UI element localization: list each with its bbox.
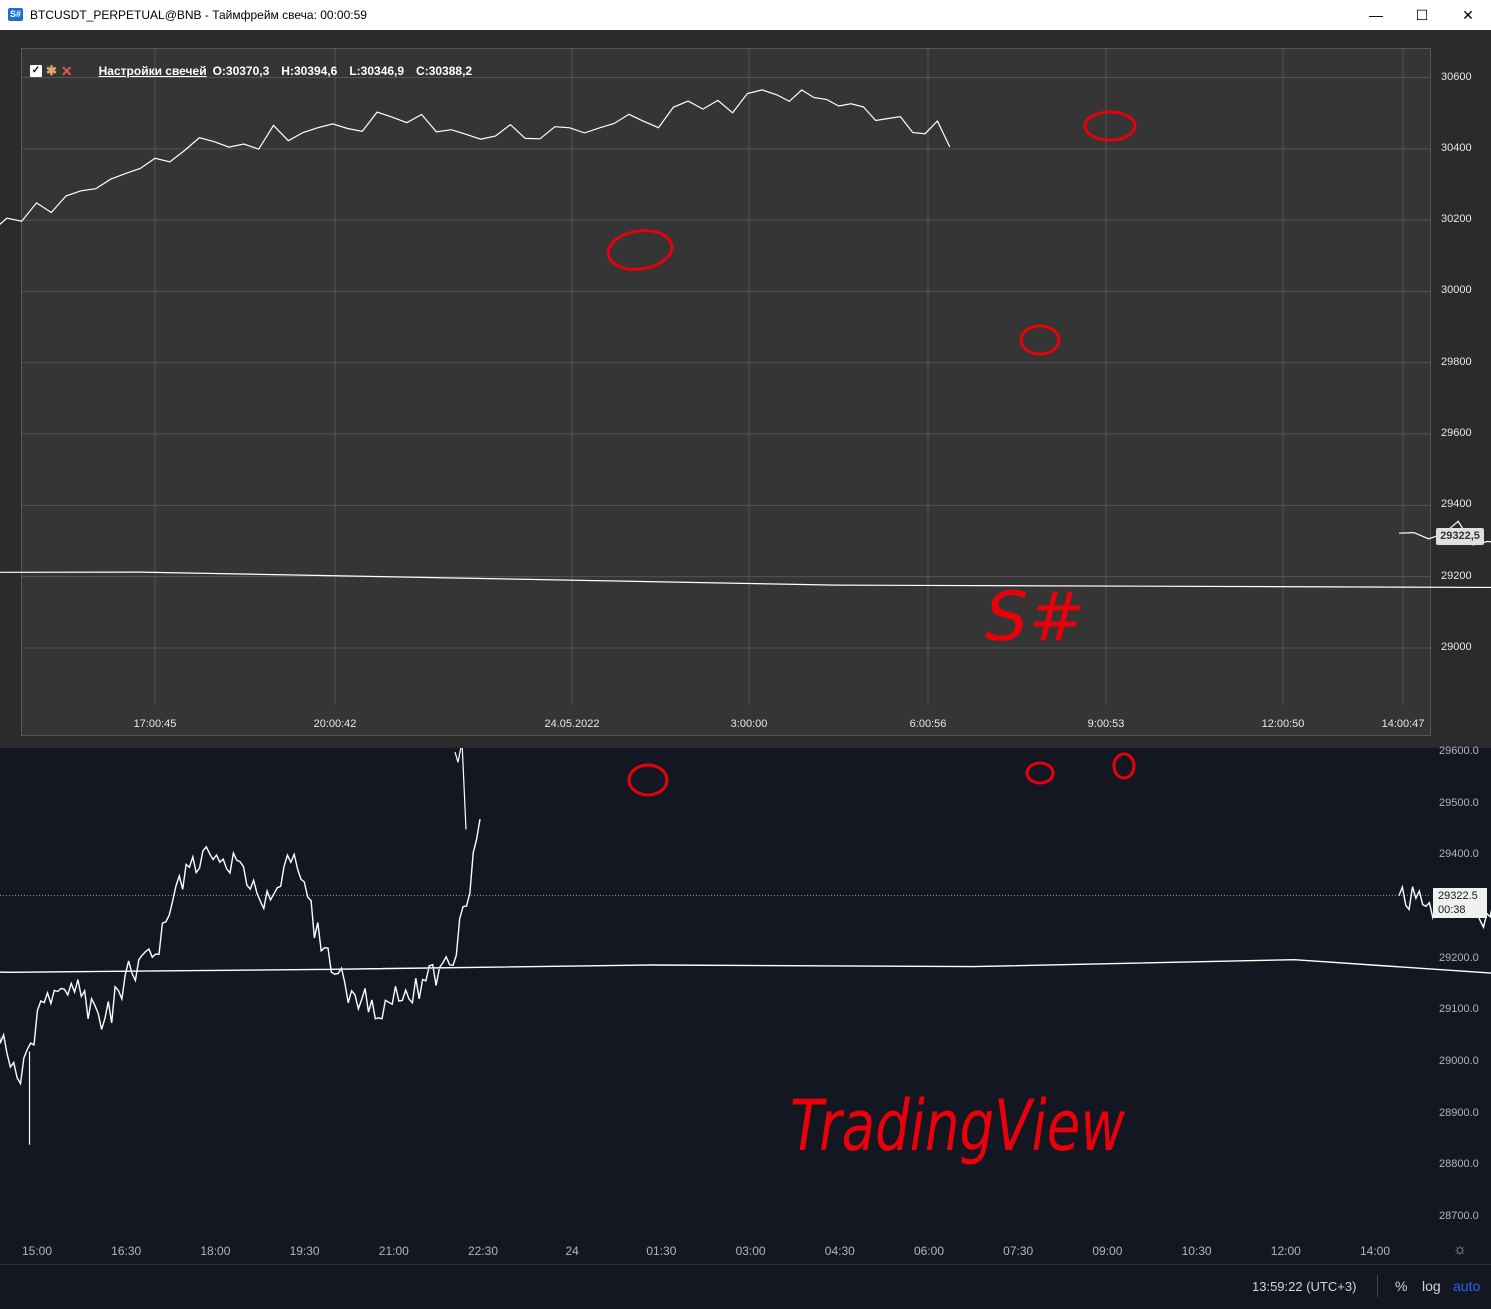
tv-x-tick-label: 15:00 — [21, 1244, 53, 1258]
sharp-y-tick-label: 29400 — [1441, 498, 1472, 511]
tv-x-tick-label: 03:00 — [735, 1244, 766, 1258]
tradingview-pane[interactable] — [0, 748, 1491, 1308]
ohlc-high: H:30394,6 — [281, 64, 338, 78]
tv-clock[interactable]: 13:59:22 (UTC+3) — [1252, 1279, 1357, 1294]
tv-x-tick-label: 10:30 — [1181, 1244, 1212, 1258]
app-logo-icon: S# — [8, 8, 23, 21]
tv-last-price: 29322.5 — [1438, 890, 1478, 902]
sharp-last-price-label: 29322,5 — [1436, 528, 1484, 545]
close-window-button[interactable]: ✕ — [1462, 6, 1474, 23]
candle-legend: ✓ ✱ ✕ Настройки свечей O:30370,3 H:30394… — [30, 62, 480, 80]
tv-footer-bar: 13:59:22 (UTC+3) % log auto — [0, 1264, 1491, 1309]
tv-x-tick-label: 24 — [565, 1244, 579, 1258]
sharp-x-tick-label: 12:00:50 — [1261, 718, 1305, 730]
auto-scale-toggle[interactable]: auto — [1453, 1278, 1481, 1294]
tv-y-tick-label: 29500.0 — [1439, 796, 1479, 809]
tv-x-tick-label: 07:30 — [1003, 1244, 1034, 1258]
gear-icon[interactable]: ✱ — [46, 63, 57, 78]
sharp-chart-window: S# BTCUSDT_PERPETUAL@BNB - Таймфрейм све… — [0, 0, 1491, 748]
sharp-y-tick-label: 30000 — [1441, 284, 1472, 297]
tv-price-svg — [0, 748, 1491, 1145]
tv-price-line — [0, 818, 1491, 1086]
tv-x-tick-label: 16:30 — [111, 1244, 142, 1258]
tv-countdown: 00:38 — [1438, 904, 1466, 916]
sharp-price-svg — [0, 49, 1491, 705]
tv-y-tick-label: 28800.0 — [1439, 1158, 1479, 1171]
tv-y-tick-label: 29200.0 — [1439, 951, 1479, 964]
sharp-y-tick-label: 30200 — [1441, 213, 1472, 226]
sharp-x-tick-label: 14:00:47 — [1381, 718, 1425, 730]
close-icon[interactable]: ✕ — [60, 62, 73, 79]
settings-icon[interactable]: ☼ — [1453, 1241, 1467, 1258]
tv-x-tick-label: 06:00 — [913, 1244, 945, 1258]
candle-settings-link[interactable]: Настройки свечей — [98, 64, 207, 78]
tv-y-tick-label: 28900.0 — [1439, 1106, 1479, 1119]
tv-x-tick-label: 12:00 — [1270, 1244, 1301, 1258]
sharp-plot-area[interactable] — [21, 48, 1431, 736]
tv-x-tick-label: 18:00 — [200, 1244, 231, 1258]
sharp-y-tick-label: 30600 — [1441, 70, 1472, 83]
ohlc-low: L:30346,9 — [349, 64, 405, 78]
ohlc-close: C:30388,2 — [416, 64, 473, 78]
legend-checkbox[interactable]: ✓ — [30, 65, 42, 77]
sharp-price-line — [0, 89, 1491, 589]
sharp-y-tick-label: 29000 — [1441, 640, 1472, 653]
sharp-x-tick-label: 17:00:45 — [133, 718, 177, 730]
sharp-y-tick-label: 29200 — [1441, 569, 1472, 582]
tv-x-tick-label: 01:30 — [646, 1244, 677, 1258]
sharp-x-tick-label: 9:00:53 — [1087, 718, 1125, 730]
sharp-x-tick-label: 3:00:00 — [730, 718, 768, 730]
tv-x-tick-label: 09:00 — [1092, 1244, 1123, 1258]
footer-divider — [1377, 1275, 1378, 1297]
tv-y-tick-label: 29600.0 — [1439, 745, 1479, 757]
tv-y-tick-label: 29000.0 — [1439, 1055, 1479, 1067]
percent-scale-toggle[interactable]: % — [1395, 1278, 1408, 1294]
sharp-chart-area[interactable] — [0, 30, 1491, 748]
tv-x-tick-label: 21:00 — [378, 1244, 409, 1258]
tv-price-line-fragment — [454, 748, 467, 830]
sharp-x-tick-label: 6:00:56 — [909, 718, 947, 730]
ohlc-open: O:30370,3 — [212, 64, 270, 78]
window-title: BTCUSDT_PERPETUAL@BNB - Таймфрейм свеча:… — [30, 8, 367, 22]
sharp-y-tick-label: 29800 — [1441, 355, 1472, 368]
title-bar[interactable]: S# BTCUSDT_PERPETUAL@BNB - Таймфрейм све… — [0, 0, 1491, 31]
tv-x-tick-label: 04:30 — [824, 1244, 855, 1258]
tv-last-price-label: 29322.5 00:38 — [1433, 888, 1487, 918]
tv-x-tick-label: 22:30 — [467, 1244, 499, 1258]
sharp-y-tick-label: 30400 — [1441, 141, 1472, 154]
tv-y-tick-label: 29100.0 — [1439, 1003, 1479, 1016]
minimize-button[interactable]: — — [1369, 7, 1383, 23]
sharp-y-tick-label: 29600 — [1441, 427, 1472, 440]
tv-x-tick-label: 19:30 — [289, 1244, 320, 1258]
log-scale-toggle[interactable]: log — [1422, 1278, 1441, 1294]
tv-y-tick-label: 29400.0 — [1439, 848, 1479, 861]
tv-x-tick-label: 14:00 — [1359, 1244, 1391, 1258]
maximize-button[interactable]: ☐ — [1415, 6, 1429, 23]
sharp-x-tick-label: 24.05.2022 — [544, 718, 600, 730]
sharp-x-tick-label: 20:00:42 — [313, 718, 357, 730]
tv-y-tick-label: 28700.0 — [1439, 1210, 1479, 1222]
